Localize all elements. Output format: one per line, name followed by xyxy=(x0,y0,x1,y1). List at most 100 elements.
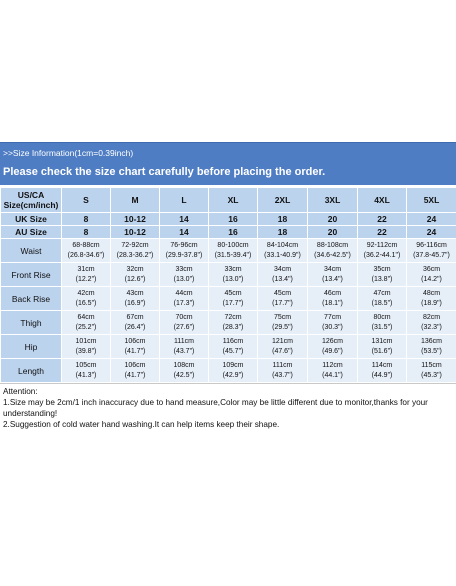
au-size-label: AU Size xyxy=(0,225,62,239)
measurement-inch: (36.2-44.1") xyxy=(363,251,401,259)
uk-size-cell: 8 xyxy=(61,212,111,226)
measurement-cm: 106cm xyxy=(124,337,146,345)
measurement-cm: 33cm xyxy=(224,265,242,273)
measurement-inch: (25.2") xyxy=(75,323,97,331)
measurement-inch: (28.3") xyxy=(222,323,244,331)
measurement-cm: 84-104cm xyxy=(266,241,299,249)
measurement-inch: (45.3") xyxy=(421,371,442,379)
measurement-inch: (44.9") xyxy=(371,371,393,379)
size-col-header: 2XL xyxy=(257,187,308,213)
size-col-header: 5XL xyxy=(406,187,456,213)
measurement-inch: (44.1") xyxy=(322,371,343,379)
measurement-cell: 44cm (17.3") xyxy=(159,286,209,311)
measurement-cm: 131cm xyxy=(371,337,393,345)
size-col-header: S xyxy=(61,187,111,213)
measurement-cell: 131cm (51.6") xyxy=(357,334,407,359)
measurement-inch: (53.5") xyxy=(421,347,442,355)
measurement-inch: (17.7") xyxy=(272,299,293,307)
uk-size-cell: 18 xyxy=(257,212,308,226)
measurement-cm: 88-108cm xyxy=(316,241,349,249)
measurement-cell: 67cm (26.4") xyxy=(110,310,160,335)
measurement-cm: 112cm xyxy=(322,361,343,369)
measurement-inch: (37.8-45.7") xyxy=(413,251,450,259)
measurement-inch: (39.8") xyxy=(75,347,97,355)
size-col-header: 3XL xyxy=(307,187,358,213)
measurement-cm: 109cm xyxy=(222,361,244,369)
measurement-cm: 101cm xyxy=(75,337,97,345)
measurement-label: Thigh xyxy=(0,310,62,335)
measurement-cm: 92-112cm xyxy=(366,241,398,249)
au-size-cell: 14 xyxy=(159,225,209,239)
measurement-cell: 75cm (29.5") xyxy=(257,310,308,335)
measurement-cm: 48cm xyxy=(422,289,441,297)
measurement-cm: 72cm xyxy=(224,313,242,321)
measurement-label: Back Rise xyxy=(0,286,62,311)
table-row: Hip 101cm (39.8") 106cm (41.7") 111cm (43.7") 1… xyxy=(0,334,456,359)
measurement-inch: (51.6") xyxy=(371,347,393,355)
measurement-cell: 126cm (49.6") xyxy=(307,334,358,359)
measurement-cell: 33cm (13.0") xyxy=(208,262,258,287)
measurement-cell: 70cm (27.6") xyxy=(159,310,209,335)
au-size-cell: 24 xyxy=(406,225,456,239)
uk-size-cell: 20 xyxy=(307,212,358,226)
measurement-cm: 67cm xyxy=(126,313,144,321)
measurement-inch: (14.2") xyxy=(421,275,442,283)
measurement-inch: (16.9") xyxy=(124,299,146,307)
measurement-inch: (13.0") xyxy=(222,275,244,283)
size-header-label: US/CA Size(cm/inch) xyxy=(0,187,62,213)
measurement-cm: 116cm xyxy=(222,337,244,345)
measurement-cell: 88-108cm (34.6-42.5") xyxy=(307,238,358,263)
measurement-cell: 42cm (16.5") xyxy=(61,286,111,311)
au-size-cell: 22 xyxy=(357,225,407,239)
table-row: Front Rise 31cm (12.2") 32cm (12.6") 33cm (13.… xyxy=(0,262,456,287)
measurement-cell: 43cm (16.9") xyxy=(110,286,160,311)
measurement-inch: (32.3") xyxy=(421,323,442,331)
measurement-cell: 116cm (45.7") xyxy=(208,334,258,359)
uk-size-row: UK Size 8 10-12 14 16 18 20 22 24 xyxy=(0,212,456,226)
size-col-header: 4XL xyxy=(357,187,407,213)
measurement-cell: 109cm (42.9") xyxy=(208,358,258,383)
size-header-label-line1: US/CA xyxy=(17,190,45,200)
table-row: Thigh 64cm (25.2") 67cm (26.4") 70cm (27.6") 72… xyxy=(0,310,456,335)
measurement-cell: 115cm (45.3") xyxy=(406,358,456,383)
uk-size-cell: 16 xyxy=(208,212,258,226)
measurement-cell: 34cm (13.4") xyxy=(257,262,308,287)
attention-title: Attention: xyxy=(3,387,38,396)
au-size-cell: 8 xyxy=(61,225,111,239)
measurement-cell: 136cm (53.5") xyxy=(406,334,456,359)
uk-size-cell: 10-12 xyxy=(110,212,160,226)
measurement-inch: (43.7") xyxy=(272,371,293,379)
measurement-label: Hip xyxy=(0,334,62,359)
measurement-cm: 82cm xyxy=(422,313,441,321)
measurement-label: Length xyxy=(0,358,62,383)
measurement-inch: (17.7") xyxy=(222,299,244,307)
measurement-cm: 96-116cm xyxy=(416,241,447,249)
size-header-label-line2: Size(cm/inch) xyxy=(3,200,59,210)
au-size-cell: 20 xyxy=(307,225,358,239)
uk-size-cell: 14 xyxy=(159,212,209,226)
measurement-cell: 105cm (41.3") xyxy=(61,358,111,383)
measurement-cm: 111cm xyxy=(272,361,293,369)
size-notice: Please check the size chart carefully be… xyxy=(3,166,326,178)
measurement-cm: 45cm xyxy=(224,289,242,297)
measurement-cell: 45cm (17.7") xyxy=(208,286,258,311)
measurement-cm: 77cm xyxy=(323,313,342,321)
measurement-cell: 46cm (18.1") xyxy=(307,286,358,311)
measurement-cm: 106cm xyxy=(124,361,146,369)
measurement-cell: 64cm (25.2") xyxy=(61,310,111,335)
measurement-inch: (18.5") xyxy=(371,299,393,307)
measurement-cm: 114cm xyxy=(371,361,393,369)
measurement-inch: (31.5-39.4") xyxy=(214,251,252,259)
uk-size-cell: 24 xyxy=(406,212,456,226)
measurement-cell: 82cm (32.3") xyxy=(406,310,456,335)
measurement-cell: 45cm (17.7") xyxy=(257,286,308,311)
table-row: Length 105cm (41.3") 106cm (41.7") 108cm (42.5… xyxy=(0,358,456,383)
measurement-inch: (42.5") xyxy=(173,371,195,379)
measurement-inch: (29.5") xyxy=(272,323,293,331)
measurement-inch: (43.7") xyxy=(173,347,195,355)
measurement-inch: (49.6") xyxy=(322,347,343,355)
measurement-inch: (41.3") xyxy=(75,371,97,379)
measurement-cm: 31cm xyxy=(77,265,95,273)
measurement-inch: (13.8") xyxy=(371,275,393,283)
measurement-cell: 92-112cm (36.2-44.1") xyxy=(357,238,407,263)
